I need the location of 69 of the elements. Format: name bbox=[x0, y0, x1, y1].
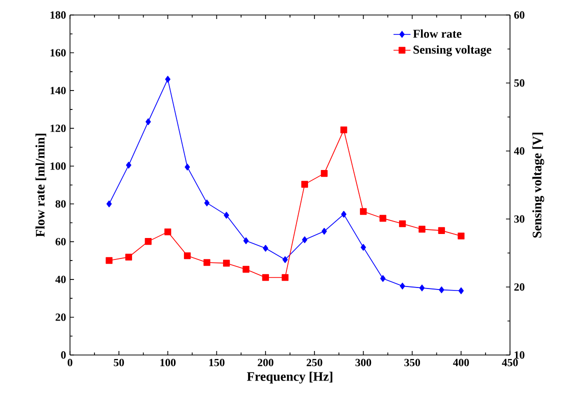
legend-label: Flow rate bbox=[413, 29, 462, 38]
point bbox=[458, 232, 464, 240]
point bbox=[380, 214, 386, 222]
point bbox=[243, 237, 249, 244]
point bbox=[262, 244, 268, 252]
y-tick-label: 20 bbox=[56, 314, 66, 321]
y-axis-title: Flow rate [ml/min] bbox=[35, 134, 46, 237]
point bbox=[302, 236, 308, 244]
x-tick-label: 400 bbox=[453, 358, 469, 366]
point bbox=[400, 282, 406, 290]
y-tick-label: 80 bbox=[56, 200, 66, 208]
y2-tick-label: 10 bbox=[514, 351, 524, 359]
y2-tick-label: 50 bbox=[514, 79, 524, 87]
legend-label: Sensing voltage bbox=[414, 45, 492, 56]
point bbox=[380, 275, 386, 282]
point bbox=[204, 259, 210, 266]
point bbox=[360, 244, 366, 251]
point bbox=[301, 180, 308, 188]
point bbox=[126, 162, 132, 169]
x-axis-title: Frequency [Hz] bbox=[246, 372, 332, 384]
x-tick-label: 450 bbox=[502, 358, 518, 366]
x-tick-label: 350 bbox=[404, 358, 420, 366]
y-tick-label: 140 bbox=[50, 86, 66, 94]
point bbox=[360, 208, 367, 215]
y-tick-label: 160 bbox=[50, 49, 66, 56]
point bbox=[458, 287, 464, 294]
x-tick-label: 100 bbox=[160, 358, 176, 366]
y-tick-label: 120 bbox=[50, 124, 66, 132]
point bbox=[165, 76, 170, 83]
y-tick-label: 180 bbox=[50, 11, 66, 19]
point bbox=[146, 118, 151, 126]
point bbox=[419, 284, 425, 292]
point bbox=[282, 274, 288, 281]
x-tick-label: 50 bbox=[114, 358, 124, 366]
point bbox=[320, 170, 328, 177]
x-tick-label: 250 bbox=[306, 358, 322, 366]
point bbox=[282, 256, 288, 263]
y2-tick-label: 40 bbox=[514, 147, 524, 155]
point bbox=[399, 220, 406, 228]
point bbox=[144, 238, 152, 245]
point bbox=[418, 226, 426, 233]
y2-axis-title: Sensing voltage [V] bbox=[532, 132, 544, 238]
x-tick-label: 300 bbox=[356, 358, 372, 366]
point bbox=[106, 257, 112, 264]
y-tick-label: 60 bbox=[56, 238, 66, 246]
y-tick-label: 40 bbox=[55, 276, 66, 284]
point bbox=[340, 126, 348, 134]
point bbox=[184, 252, 191, 260]
y-tick-label: 0 bbox=[61, 351, 66, 359]
point bbox=[106, 200, 112, 208]
x-tick-label: 200 bbox=[258, 358, 274, 366]
point bbox=[322, 228, 327, 235]
point bbox=[438, 227, 445, 234]
y-tick-label: 100 bbox=[50, 162, 66, 170]
point bbox=[242, 266, 250, 273]
x-tick-label: 150 bbox=[209, 358, 224, 366]
point bbox=[204, 200, 210, 206]
point bbox=[224, 212, 230, 219]
point bbox=[262, 274, 269, 281]
point bbox=[184, 164, 190, 170]
point bbox=[341, 210, 346, 218]
point bbox=[438, 286, 444, 294]
point bbox=[125, 254, 132, 260]
point bbox=[223, 260, 230, 267]
y2-tick-label: 30 bbox=[514, 215, 524, 223]
point bbox=[164, 228, 172, 236]
y2-tick-label: 20 bbox=[514, 283, 524, 291]
y2-tick-label: 60 bbox=[514, 11, 524, 19]
x-tick-label: 0 bbox=[68, 358, 72, 366]
